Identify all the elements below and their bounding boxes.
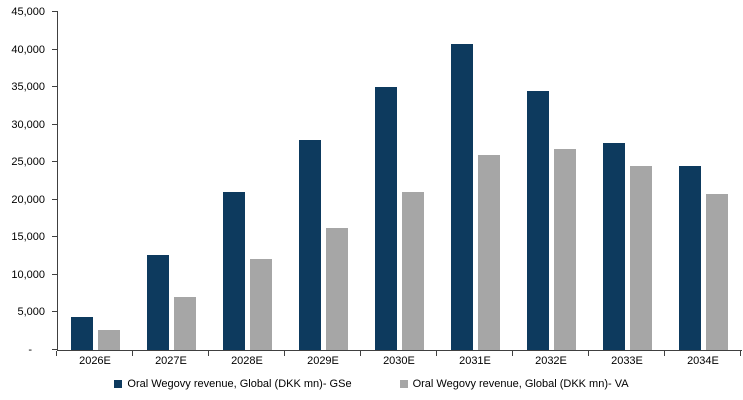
y-axis-tick-label: 30,000 — [11, 118, 45, 131]
bar-gse-2030E — [375, 87, 398, 350]
legend-swatch-gse-icon — [114, 380, 123, 388]
bar-group-2028E — [210, 12, 286, 350]
bar-group-2034E — [666, 12, 742, 350]
y-axis-tick-label: 20,000 — [11, 193, 45, 206]
legend-label-gse: Oral Wegovy revenue, Global (DKK mn)- GS… — [127, 378, 352, 390]
x-axis: 2026E 2027E 2028E 2029E 2030E 2031E 2032E 2033E… — [56, 351, 741, 369]
x-axis-tick-label: 2028E — [231, 355, 263, 367]
x-axis-tick-label: 2032E — [535, 355, 567, 367]
y-axis-tick — [52, 161, 58, 163]
bar-gse-2031E — [451, 43, 474, 350]
bar-group-2032E — [514, 12, 590, 350]
y-axis-tick-label: 10,000 — [11, 268, 45, 281]
x-axis-tick-label: 2029E — [307, 355, 339, 367]
bar-va-2030E — [402, 191, 425, 350]
y-axis-tick — [52, 48, 58, 50]
x-axis-tick — [436, 351, 437, 356]
bar-va-2031E — [478, 154, 501, 350]
bar-group-2030E — [362, 12, 438, 350]
plot-area — [52, 11, 742, 351]
bar-group-2026E — [58, 12, 134, 350]
bar-va-2028E — [250, 259, 273, 350]
bar-gse-2026E — [71, 316, 94, 350]
x-axis-tick-label: 2030E — [383, 355, 415, 367]
y-axis-tick — [52, 349, 58, 350]
legend: Oral Wegovy revenue, Global (DKK mn)- GS… — [0, 378, 743, 390]
x-axis-tick — [740, 351, 741, 356]
x-axis-tick — [283, 351, 285, 356]
bar-gse-2027E — [147, 255, 170, 350]
y-axis-tick-label: 15,000 — [11, 231, 45, 244]
y-axis-tick — [52, 123, 58, 125]
bar-group-2027E — [134, 12, 210, 350]
y-axis-tick — [52, 311, 58, 313]
bar-va-2032E — [554, 148, 577, 350]
bar-gse-2034E — [679, 165, 702, 350]
y-axis-tick-label: - — [28, 344, 32, 356]
legend-item-va: Oral Wegovy revenue, Global (DKK mn)- VA — [399, 378, 629, 390]
x-axis-tick-label: 2026E — [79, 355, 111, 367]
x-axis-tick — [359, 351, 361, 356]
x-axis-tick-label: 2033E — [611, 355, 643, 367]
bar-va-2026E — [98, 329, 121, 350]
x-axis-tick-label: 2034E — [687, 355, 719, 367]
x-axis-tick-label: 2031E — [459, 355, 491, 367]
y-axis-tick-label: 40,000 — [11, 43, 45, 56]
x-axis-tick — [663, 351, 665, 356]
x-axis-tick — [56, 351, 57, 356]
x-axis-tick — [131, 351, 133, 356]
y-axis-tick — [52, 236, 58, 238]
legend-item-gse: Oral Wegovy revenue, Global (DKK mn)- GS… — [114, 378, 352, 390]
x-axis-tick — [588, 351, 589, 356]
y-axis-tick — [52, 273, 58, 275]
y-axis-tick — [52, 86, 58, 88]
y-axis-tick-label: 35,000 — [11, 81, 45, 94]
bar-va-2033E — [630, 165, 653, 350]
bar-gse-2033E — [603, 143, 626, 350]
bar-gse-2032E — [527, 90, 550, 350]
y-axis: - 5,000 10,000 15,000 20,000 25,000 30,000 35,0… — [0, 6, 45, 356]
bar-group-2033E — [590, 12, 666, 350]
bar-gse-2028E — [223, 192, 246, 350]
x-axis-tick — [511, 351, 513, 356]
y-axis-tick — [52, 11, 58, 12]
bar-group-2029E — [286, 12, 362, 350]
x-axis-tick — [207, 351, 209, 356]
y-axis-tick — [52, 198, 58, 200]
y-axis-tick-label: 5,000 — [17, 306, 45, 319]
x-axis-tick-label: 2027E — [155, 355, 187, 367]
bar-group-2031E — [438, 12, 514, 350]
bar-gse-2029E — [299, 140, 322, 350]
legend-label-va: Oral Wegovy revenue, Global (DKK mn)- VA — [412, 378, 629, 390]
bar-va-2029E — [326, 228, 349, 350]
y-axis-tick-label: 45,000 — [11, 6, 45, 18]
legend-swatch-va-icon — [399, 380, 408, 388]
y-axis-tick-label: 25,000 — [11, 156, 45, 169]
bar-va-2027E — [174, 297, 197, 350]
bar-va-2034E — [706, 193, 729, 350]
